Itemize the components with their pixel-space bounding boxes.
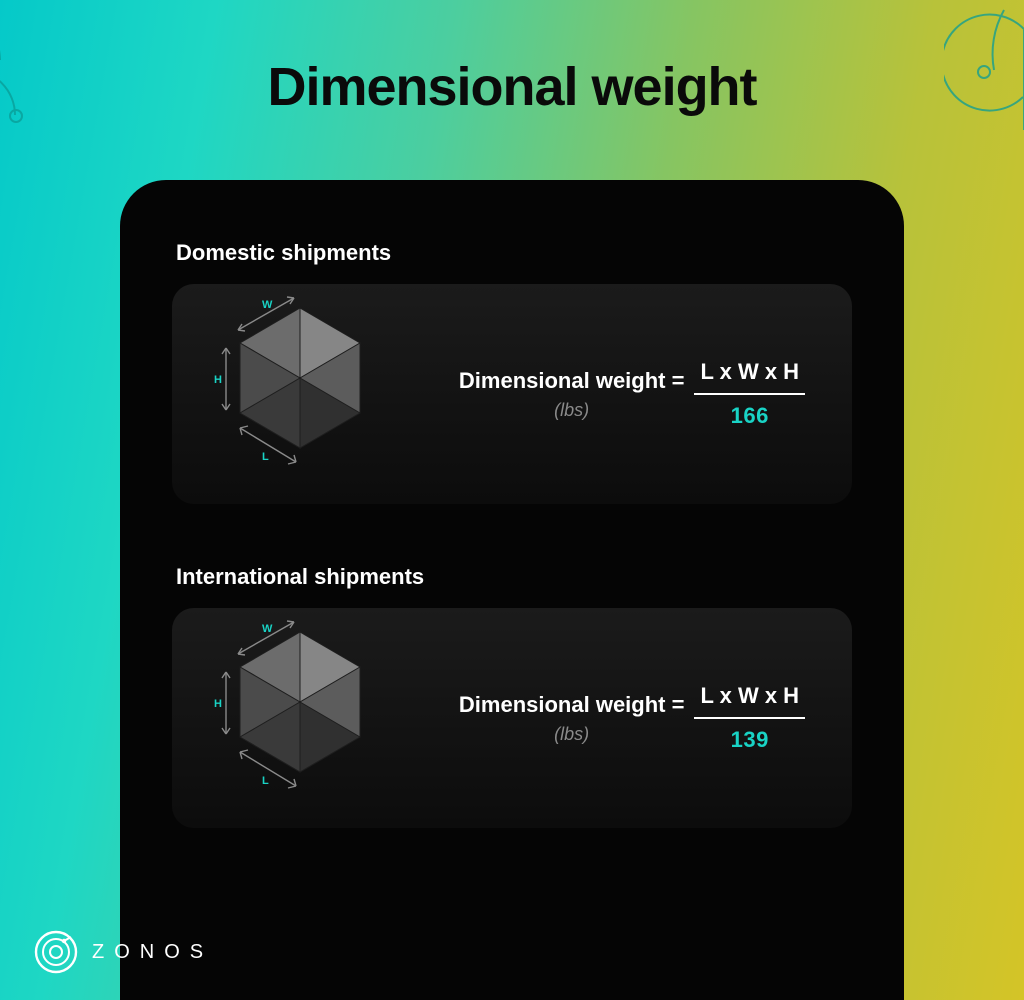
main-panel: Domestic shipments <box>120 180 904 1000</box>
formula-domestic: Dimensional weight = (lbs) L x W x H 166 <box>432 284 832 504</box>
fraction-bar <box>694 393 805 395</box>
formula-international: Dimensional weight = (lbs) L x W x H 139 <box>432 608 832 828</box>
cube-label-w: W <box>262 299 273 311</box>
section-heading-international: International shipments <box>176 564 852 590</box>
formula-denominator: 166 <box>731 397 769 429</box>
brand-logo-icon <box>34 930 78 974</box>
formula-lhs: Dimensional weight = <box>459 692 685 718</box>
formula-numerator: L x W x H <box>694 359 805 391</box>
infographic-page: Dimensional weight Domestic shipments <box>0 0 1024 1000</box>
formula-unit: (lbs) <box>554 400 589 421</box>
cube-label-h: H <box>214 374 222 386</box>
cube-diagram: W H L <box>190 284 410 504</box>
fraction-bar <box>694 717 805 719</box>
card-domestic: W H L Dimensional weight = (lbs) L x W x… <box>172 284 852 504</box>
svg-text:L: L <box>262 775 269 787</box>
page-title: Dimensional weight <box>0 56 1024 118</box>
cube-label-l: L <box>262 451 269 463</box>
cube-diagram: W H L <box>190 608 410 828</box>
formula-fraction: L x W x H 166 <box>694 359 805 429</box>
section-heading-domestic: Domestic shipments <box>176 240 852 266</box>
card-international: W H L Dimensional weight = (lbs) L x W x… <box>172 608 852 828</box>
formula-numerator: L x W x H <box>694 683 805 715</box>
formula-fraction: L x W x H 139 <box>694 683 805 753</box>
formula-denominator: 139 <box>731 721 769 753</box>
brand-footer: ZONOS <box>34 930 213 974</box>
formula-unit: (lbs) <box>554 724 589 745</box>
formula-lhs: Dimensional weight = <box>459 368 685 394</box>
svg-text:W: W <box>262 623 273 635</box>
brand-name: ZONOS <box>92 941 213 964</box>
svg-text:H: H <box>214 698 222 710</box>
decor-right <box>944 0 1024 260</box>
